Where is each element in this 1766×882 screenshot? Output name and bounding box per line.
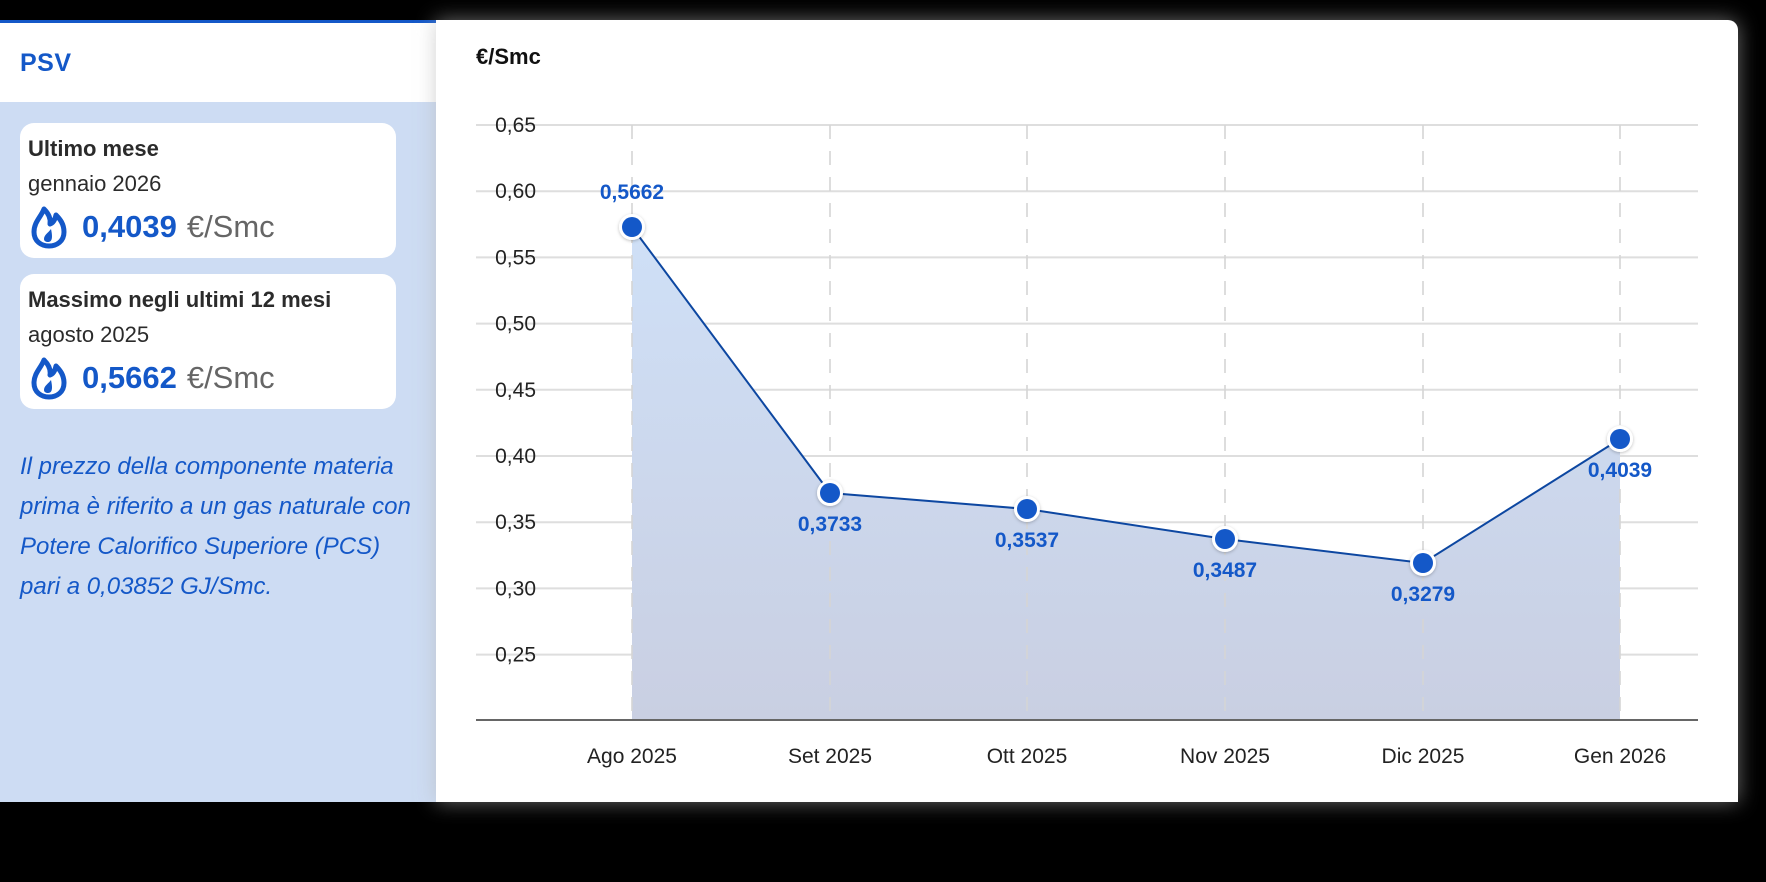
x-axis-ticks: Ago 2025 Set 2025 Ott 2025 Nov 2025 Dic 2025… — [587, 745, 1666, 768]
data-point[interactable] — [622, 217, 642, 237]
x-tick-label: Nov 2025 — [1180, 745, 1270, 768]
data-point[interactable] — [1413, 553, 1433, 573]
y-tick-label: 0,35 — [495, 511, 536, 534]
y-tick-label: 0,25 — [495, 644, 536, 667]
card-title: Ultimo mese — [28, 136, 159, 161]
data-label: 0,3733 — [798, 513, 862, 536]
data-point[interactable] — [1215, 529, 1235, 549]
vertical-grid-lines-over — [631, 125, 1621, 720]
x-tick-label: Set 2025 — [788, 745, 872, 768]
y-axis-title: €/Smc — [476, 44, 541, 69]
x-tick-label: Dic 2025 — [1382, 745, 1465, 768]
card-value: 0,4039 — [82, 209, 177, 244]
y-tick-label: 0,60 — [495, 180, 536, 203]
max-12-months-card: Massimo negli ultimi 12 mesi agosto 2025… — [20, 274, 396, 409]
data-label: 0,3537 — [995, 529, 1059, 552]
data-label: 0,5662 — [600, 181, 664, 204]
card-date: agosto 2025 — [28, 322, 150, 347]
panel-title: PSV — [20, 49, 72, 77]
data-labels: 0,5662 0,3733 0,3537 0,3487 0,3279 0,4039 — [600, 181, 1652, 606]
series-line — [631, 226, 1621, 565]
pcs-note: Il prezzo della componente materia prima… — [20, 453, 411, 600]
data-point[interactable] — [820, 483, 840, 503]
panel-header: PSV — [0, 23, 436, 102]
data-label: 0,3487 — [1193, 559, 1257, 582]
y-tick-label: 0,45 — [495, 379, 536, 402]
card-value: 0,5662 — [82, 360, 177, 395]
data-point[interactable] — [1017, 499, 1037, 519]
area-fill — [632, 227, 1620, 720]
card-unit: €/Smc — [186, 360, 275, 395]
data-points — [619, 214, 1633, 576]
y-tick-label: 0,40 — [495, 445, 536, 468]
gas-flame-icon — [31, 357, 67, 400]
y-tick-label: 0,30 — [495, 577, 536, 600]
x-tick-label: Ott 2025 — [987, 745, 1068, 768]
data-point[interactable] — [1610, 429, 1630, 449]
card-date: gennaio 2026 — [28, 171, 162, 196]
card-unit: €/Smc — [186, 209, 275, 244]
x-tick-label: Gen 2026 — [1574, 745, 1666, 768]
y-tick-label: 0,50 — [495, 313, 536, 336]
gas-flame-icon — [31, 206, 67, 249]
card-title: Massimo negli ultimi 12 mesi — [28, 287, 332, 312]
y-tick-label: 0,65 — [495, 114, 536, 137]
y-tick-label: 0,55 — [495, 246, 536, 269]
summary-panel: PSV Ultimo mese gennaio 2026 0,4039 €/Sm… — [0, 20, 436, 802]
x-tick-label: Ago 2025 — [587, 745, 677, 768]
data-label: 0,4039 — [1588, 459, 1652, 482]
y-axis-ticks: 0,65 0,60 0,55 0,50 0,45 0,40 0,35 0,30 0,25 — [495, 114, 536, 667]
last-month-card: Ultimo mese gennaio 2026 0,4039 €/Smc — [20, 123, 396, 258]
data-label: 0,3279 — [1391, 583, 1455, 606]
